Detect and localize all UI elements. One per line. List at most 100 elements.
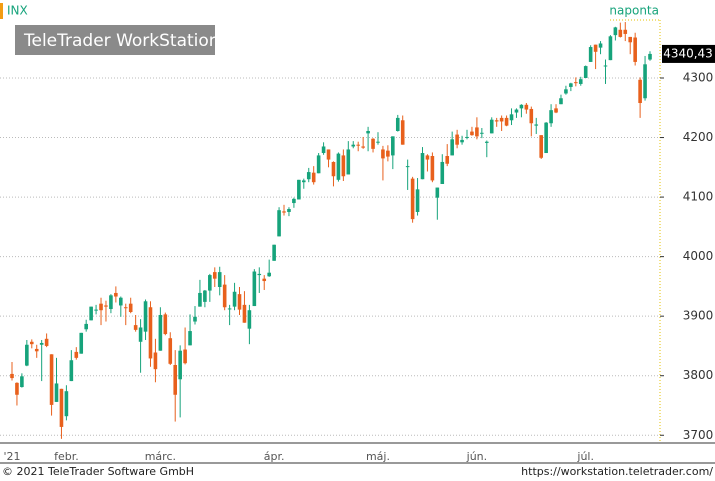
candle-body [287,208,291,212]
candle-body [203,290,207,302]
candle-body [158,314,163,351]
candle-body [361,146,365,148]
y-tick-label: 4000 [683,249,714,263]
candle-body [509,114,514,121]
candle-body [297,179,301,200]
candle-body [351,144,356,147]
candle-body [450,139,454,156]
candle-body [381,149,385,159]
candle-body [64,391,69,417]
candle-body [25,344,29,366]
candle-body [104,305,108,307]
candle-body [183,349,187,364]
candle-body [212,272,217,279]
candle-body [420,153,425,180]
candle-body [405,166,410,168]
candle-body [133,325,138,330]
candle-body [356,144,361,146]
candle-body [15,382,19,395]
candle-body [247,310,252,329]
candle-body [400,120,405,145]
candle-body [514,109,519,113]
y-tick-label: 4200 [683,130,714,144]
candle-body [524,104,529,110]
candle-body [217,272,222,287]
candle-body [519,104,524,109]
candle-body [578,79,583,84]
candle-body [34,348,39,352]
candle-body [598,43,603,48]
brand: TeleTrader WorkStation [23,31,220,51]
candle-body [564,89,568,94]
candle-body [415,189,420,212]
y-tick-label: 3900 [683,309,714,323]
candle-body [153,352,158,370]
candle-body [301,180,306,183]
candle-body [262,278,267,282]
candle-body [336,153,341,180]
x-tick-label: ápr. [264,450,285,463]
brand-box [15,25,215,55]
candle-body [608,36,613,61]
candle-body [163,314,168,335]
candle-body [366,130,370,134]
candle-body [484,141,489,143]
candle-body [489,119,494,134]
candle-body [316,155,321,174]
candle-body [460,139,464,143]
candle-body [588,47,593,62]
copyright: © 2021 TeleTrader Software GmbH [2,465,194,478]
x-tick-label: '21 [3,450,20,463]
candle-body [198,292,202,307]
candle-body [470,131,474,136]
candle-body [44,338,49,346]
candle-body [173,364,178,395]
candle-body [494,120,499,122]
candle-body [242,304,247,323]
candle-body [89,306,93,321]
candle-body [94,309,98,311]
candle-body [306,172,311,180]
candle-body [633,37,637,62]
candle-body [499,117,504,122]
candle-body [331,161,336,177]
candle-body [84,323,88,330]
candle-body [480,132,484,134]
candle-body [10,373,14,379]
candle-body [544,122,548,154]
candle-body [529,108,534,124]
candle-body [371,138,375,149]
candle-body [188,331,192,346]
symbol: INX [7,4,28,18]
candle-body [292,198,296,204]
candle-body [643,64,647,99]
x-tick-label: máj. [366,450,390,463]
candle-body [574,82,578,84]
candle-body [277,210,281,237]
candle-body [583,66,588,79]
candle-body [341,155,346,177]
candle-body [395,117,400,131]
candle-body [138,327,143,342]
candle-body [410,178,415,220]
y-tick-label: 4100 [683,190,714,204]
candle-body [208,275,212,291]
candle-body [504,117,509,126]
candle-body [376,141,380,143]
candle-body [475,127,479,137]
x-tick-label: júl. [576,450,594,463]
candle-body [569,83,573,87]
candle-body [222,284,227,308]
candle-body [79,332,84,354]
candle-body [123,307,128,309]
candle-body [386,150,390,157]
candle-body [193,316,197,322]
candle-body [534,124,539,126]
candle-body [114,292,118,297]
candle-body [465,136,469,138]
candle-body [252,271,257,307]
candle-body [272,244,276,261]
candle-body [559,98,563,105]
